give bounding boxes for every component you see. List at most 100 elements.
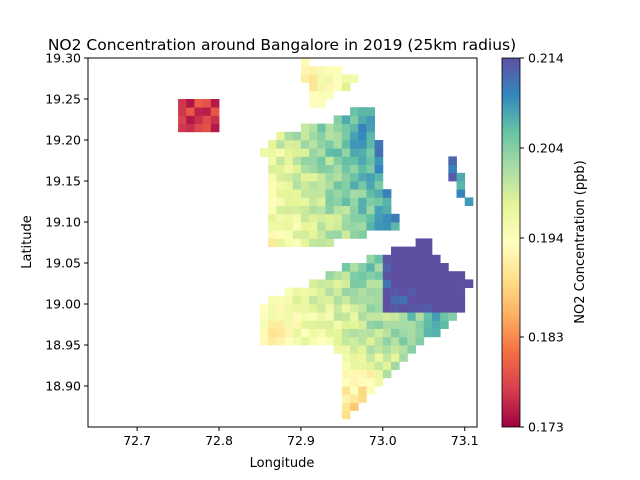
heatmap-cell [391, 295, 400, 305]
heatmap-cell [300, 230, 310, 239]
heatmap-cell [284, 213, 294, 223]
heatmap-cell [284, 304, 294, 313]
heatmap-cell [341, 410, 351, 420]
heatmap-cell [268, 181, 277, 190]
heatmap-cell [415, 295, 425, 305]
heatmap-cell [456, 295, 466, 305]
heatmap-cell [178, 115, 187, 124]
heatmap-cell [350, 197, 359, 206]
heatmap-cell [350, 205, 359, 215]
heatmap-cell [415, 279, 425, 288]
heatmap-cell [407, 254, 416, 264]
heatmap-cell [341, 197, 351, 206]
heatmap-cell [309, 74, 318, 83]
heatmap-cell [423, 304, 433, 313]
heatmap-cell [284, 295, 294, 305]
heatmap-cell [309, 156, 318, 165]
heatmap-cell [431, 271, 441, 280]
heatmap-cell [325, 140, 335, 149]
heatmap-cell [317, 213, 326, 223]
heatmap-cell [259, 328, 269, 338]
heatmap-cell [382, 271, 392, 280]
heatmap-cell [292, 197, 302, 206]
heatmap-cell [431, 312, 441, 321]
heatmap-cell [325, 336, 335, 346]
heatmap-cell [268, 320, 277, 329]
heatmap-cell [268, 222, 277, 231]
heatmap-cell [341, 320, 351, 329]
heatmap-cell [374, 328, 384, 338]
heatmap-cell [358, 107, 367, 116]
heatmap-cell [292, 230, 302, 239]
heatmap-cell [333, 131, 343, 141]
heatmap-cell [333, 345, 343, 354]
heatmap-cell [309, 148, 318, 157]
heatmap-cell [350, 140, 359, 149]
heatmap-cell [366, 115, 376, 124]
heatmap-cell [366, 254, 376, 264]
heatmap-cell [268, 189, 277, 198]
heatmap-cell [325, 148, 335, 157]
heatmap-cell [178, 107, 187, 116]
heatmap-cell [300, 205, 310, 215]
heatmap-cell [300, 320, 310, 329]
heatmap-cell [366, 336, 376, 346]
heatmap-cell [325, 123, 335, 133]
heatmap-cell [292, 328, 302, 338]
heatmap-cell [423, 254, 433, 264]
heatmap-cell [268, 312, 277, 321]
heatmap-cell [366, 148, 376, 157]
heatmap-cell [366, 295, 376, 305]
heatmap-cell [448, 295, 457, 305]
x-axis-label: Longitude [250, 456, 315, 471]
heatmap-cell [423, 246, 433, 256]
heatmap-cell [325, 222, 335, 231]
heatmap-cell [317, 66, 326, 75]
heatmap-cell [341, 156, 351, 165]
heatmap-cell [415, 287, 425, 297]
heatmap-cell [268, 230, 277, 239]
heatmap-cell [292, 131, 302, 141]
heatmap-cell [423, 320, 433, 329]
heatmap-cell [186, 99, 195, 108]
heatmap-cell [300, 148, 310, 157]
heatmap-cell [374, 304, 384, 313]
heatmap-cell [350, 271, 359, 280]
heatmap-cell [382, 353, 392, 362]
heatmap-cell [415, 320, 425, 329]
heatmap-cell [276, 336, 285, 346]
heatmap-cell [423, 279, 433, 288]
heatmap-cell [317, 172, 326, 182]
heatmap-cell [366, 213, 376, 223]
heatmap-cell [399, 336, 408, 346]
heatmap-cell [284, 172, 294, 182]
heatmap-cell [300, 328, 310, 338]
heatmap-cell [456, 181, 466, 190]
heatmap-cell [325, 172, 335, 182]
heatmap-cell [284, 336, 294, 346]
heatmap-cell [358, 312, 367, 321]
heatmap-cell [317, 90, 326, 100]
heatmap-cell [407, 320, 416, 329]
heatmap-cell [440, 263, 449, 272]
heatmap-cell [366, 345, 376, 354]
heatmap-cell [317, 205, 326, 215]
heatmap-cell [300, 172, 310, 182]
heatmap-cell [391, 271, 400, 280]
heatmap-cell [382, 320, 392, 329]
heatmap-cell [309, 123, 318, 133]
heatmap-cell [276, 238, 285, 247]
heatmap-cell [350, 394, 359, 403]
heatmap-cell [350, 230, 359, 239]
heatmap-cell [309, 66, 318, 75]
heatmap-cell [374, 254, 384, 264]
heatmap-cell [317, 131, 326, 141]
heatmap-cell [391, 213, 400, 223]
heatmap-cell [382, 205, 392, 215]
heatmap-cell [333, 197, 343, 206]
heatmap-cell [317, 279, 326, 288]
heatmap-cell [325, 205, 335, 215]
colorbar-tick-label: 0.183 [528, 330, 564, 345]
heatmap-cell [309, 90, 318, 100]
heatmap-cell [292, 304, 302, 313]
